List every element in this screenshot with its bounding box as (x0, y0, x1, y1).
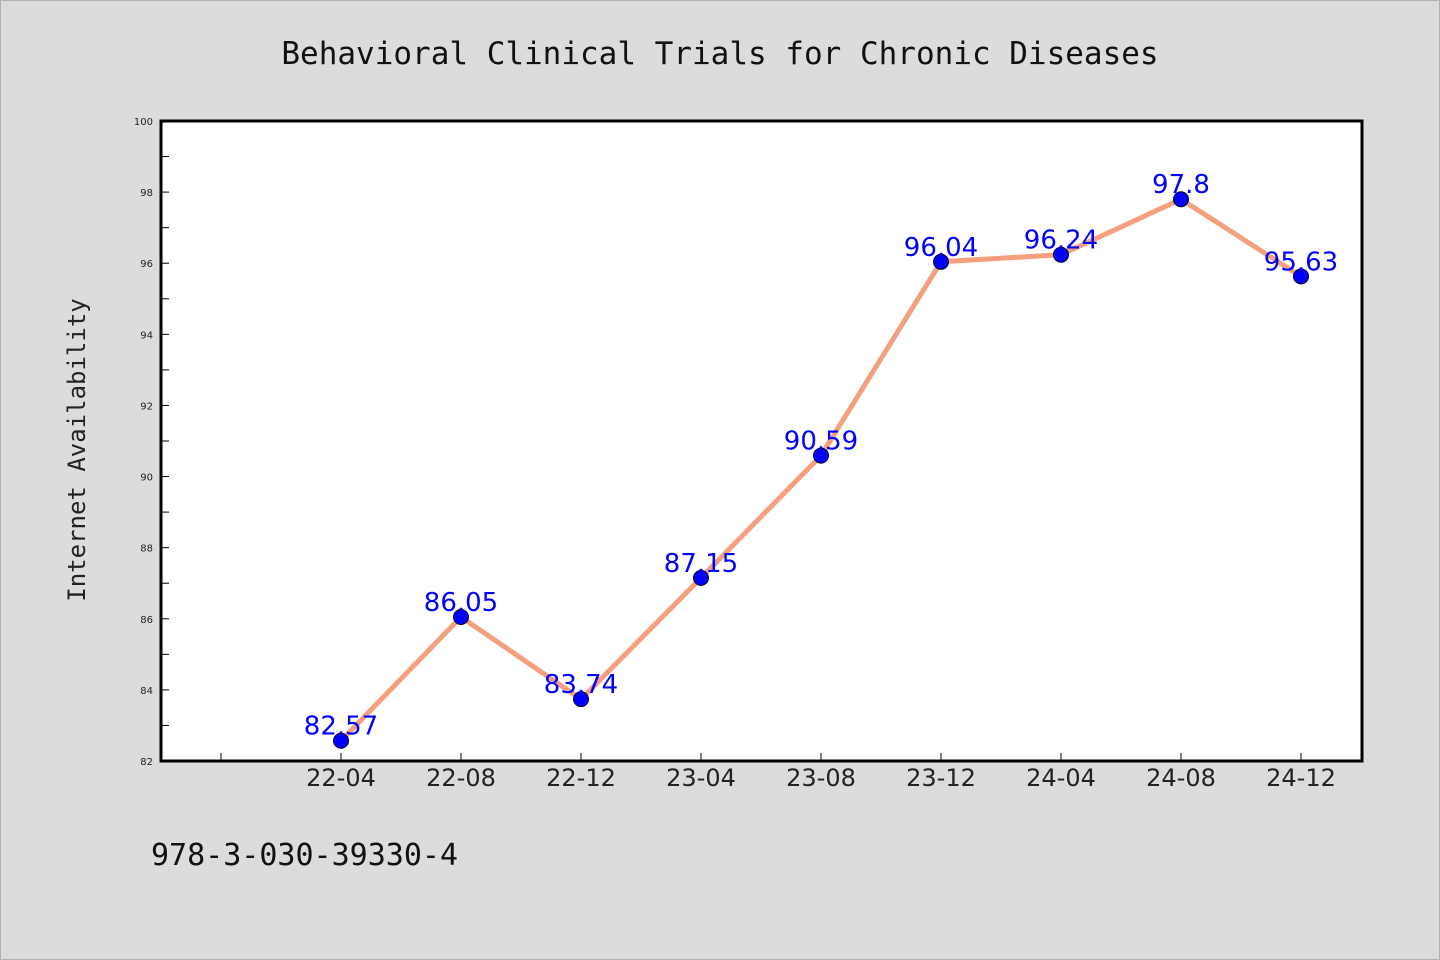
data-label: 96.04 (904, 233, 978, 263)
x-tick-label: 24-04 (1026, 764, 1096, 792)
y-tick-label: 90 (140, 473, 153, 484)
data-label: 97.8 (1152, 170, 1210, 200)
y-tick-label: 86 (140, 615, 153, 626)
data-point (453, 609, 469, 625)
plot-frame (159, 119, 1364, 763)
x-tick-label: 23-04 (666, 764, 736, 792)
y-tick-label: 82 (140, 757, 153, 768)
data-label: 90.59 (784, 427, 858, 457)
data-label: 82.57 (304, 712, 378, 742)
y-axis-label: Internet Availability (63, 298, 91, 601)
plot-area (161, 121, 1362, 761)
series-group: 82.57 86.05 83.74 87.15 90.59 96.04 96.24 97.8 9… (304, 170, 1338, 749)
x-tick-label: 22-08 (426, 764, 496, 792)
annotation-text: 978-3-030-39330-4 (151, 838, 458, 873)
x-tick-label: 24-12 (1266, 764, 1336, 792)
y-tick-label: 100 (134, 117, 153, 128)
data-label: 87.15 (664, 549, 738, 579)
axis-ticks: 82 84 86 88 90 92 94 96 98 100 22-04 22-08 22-12 23-0… (134, 117, 1336, 792)
data-point (813, 447, 829, 464)
data-point (933, 253, 949, 270)
data-point (573, 691, 589, 708)
data-point (1173, 191, 1189, 208)
y-tick-label: 94 (140, 330, 153, 341)
x-tick-label: 22-12 (546, 764, 616, 792)
data-point (1293, 268, 1309, 285)
y-tick-label: 98 (140, 188, 153, 199)
x-tick-label: 23-08 (786, 764, 856, 792)
data-label: 95.63 (1264, 247, 1338, 277)
y-tick-label: 88 (140, 544, 153, 555)
x-tick-label: 22-04 (306, 764, 376, 792)
x-tick-label: 23-12 (906, 764, 976, 792)
data-label: 83.74 (544, 670, 618, 700)
chart-title: Behavioral Clinical Trials for Chronic D… (281, 36, 1158, 72)
data-point (693, 569, 709, 586)
data-label: 96.24 (1024, 226, 1098, 256)
data-point (333, 732, 349, 749)
y-tick-label: 84 (140, 686, 153, 697)
y-tick-label: 92 (140, 401, 153, 412)
data-label: 86.05 (424, 588, 498, 618)
x-tick-label: 24-08 (1146, 764, 1216, 792)
data-point (1053, 246, 1069, 263)
y-tick-label: 96 (140, 259, 153, 270)
